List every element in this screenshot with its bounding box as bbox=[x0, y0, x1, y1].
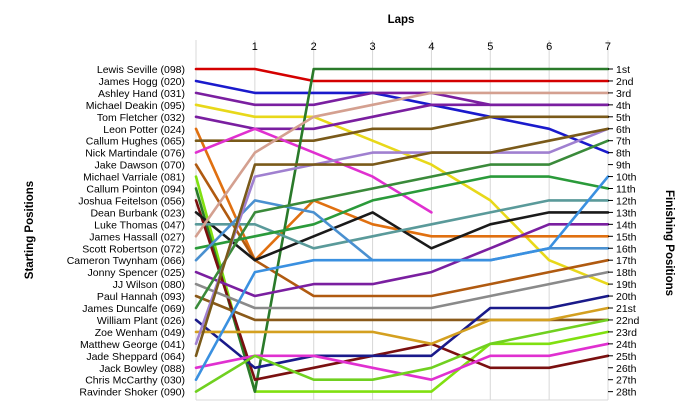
start-label: Michael Varriale (081) bbox=[83, 172, 185, 184]
start-label: Jack Bowley (088) bbox=[99, 363, 185, 375]
start-label: Ravinder Shoker (090) bbox=[79, 387, 185, 399]
finish-label: 26th bbox=[616, 363, 637, 375]
start-label: Paul Hannah (093) bbox=[97, 291, 185, 303]
finish-label: 28th bbox=[616, 387, 637, 399]
finish-label: 25th bbox=[616, 351, 637, 363]
series-line bbox=[194, 306, 610, 346]
finish-label: 27th bbox=[616, 375, 637, 387]
finish-label: 22nd bbox=[616, 315, 640, 327]
series-line bbox=[194, 103, 610, 131]
finish-label: 11th bbox=[616, 184, 636, 196]
start-label: Dean Burbank (023) bbox=[90, 207, 185, 219]
finish-label: 5th bbox=[616, 112, 631, 124]
finish-label: 12th bbox=[616, 195, 637, 207]
series-line bbox=[194, 139, 610, 310]
start-label: Cameron Twynham (066) bbox=[67, 255, 185, 267]
finish-label: 1st bbox=[616, 64, 630, 76]
start-labels: Lewis Seville (098)James Hogg (020)Ashle… bbox=[67, 64, 185, 399]
start-label: James Hassall (027) bbox=[89, 231, 185, 243]
finish-label: 2nd bbox=[616, 76, 634, 88]
finish-label: 20th bbox=[616, 291, 637, 303]
start-label: James Duncalfe (069) bbox=[82, 303, 185, 315]
finish-label: 14th bbox=[616, 219, 637, 231]
lap-tick-label: 5 bbox=[487, 41, 493, 53]
finish-label: 4th bbox=[616, 100, 631, 112]
finish-label: 15th bbox=[616, 231, 637, 243]
start-label: Jake Dawson (070) bbox=[95, 160, 185, 172]
finish-label: 9th bbox=[616, 160, 631, 172]
start-label: Nick Martindale (076) bbox=[85, 148, 185, 160]
finish-label: 18th bbox=[616, 267, 637, 279]
start-label: JJ Wilson (080) bbox=[113, 279, 185, 291]
series-line bbox=[194, 199, 610, 382]
lap-tick-label: 3 bbox=[370, 41, 376, 53]
start-label: Jade Sheppard (064) bbox=[86, 351, 185, 363]
start-label: Zoe Wenham (049) bbox=[95, 327, 185, 339]
finish-label: 13th bbox=[616, 207, 637, 219]
start-label: Leon Potter (024) bbox=[103, 124, 185, 136]
finish-label: 23rd bbox=[616, 327, 637, 339]
series-line bbox=[194, 127, 610, 358]
start-label: Callum Pointon (094) bbox=[86, 184, 185, 196]
y-axis-title-right: Finishing Positions bbox=[663, 190, 675, 296]
lap-tick-label: 1 bbox=[252, 41, 258, 53]
start-label: William Plant (026) bbox=[97, 315, 185, 327]
y-axis-title-left: Starting Positions bbox=[24, 181, 36, 279]
series-line bbox=[194, 127, 610, 346]
lap-tick-label: 2 bbox=[311, 41, 317, 53]
series-line bbox=[194, 270, 610, 310]
series-line bbox=[194, 175, 610, 393]
lap-tick-label: 4 bbox=[428, 41, 434, 53]
x-axis-title: Laps bbox=[388, 14, 415, 26]
series-line bbox=[194, 175, 610, 250]
lap-tick-label: 6 bbox=[546, 41, 552, 53]
series-line bbox=[194, 67, 610, 83]
lap-ticks: 1 2 3 4 5 6 7 bbox=[252, 41, 611, 53]
finish-label: 24th bbox=[616, 339, 637, 351]
start-label: Lewis Seville (098) bbox=[97, 64, 185, 76]
start-label: Luke Thomas (047) bbox=[94, 219, 185, 231]
series-line bbox=[194, 175, 610, 382]
start-label: Matthew George (041) bbox=[80, 339, 185, 351]
start-label: Scott Robertson (072) bbox=[82, 243, 185, 255]
driver-lines bbox=[194, 67, 610, 393]
grid bbox=[195, 40, 609, 401]
series-line bbox=[194, 294, 610, 370]
finish-label: 10th bbox=[616, 172, 637, 184]
series-line bbox=[194, 127, 433, 214]
series-line bbox=[194, 318, 610, 393]
finish-labels: 1st2nd3rd4th5th6th7th8th9th10th11th12th1… bbox=[607, 64, 640, 399]
finish-label: 3rd bbox=[616, 88, 631, 100]
finish-label: 7th bbox=[616, 136, 631, 148]
start-label: James Hogg (020) bbox=[99, 76, 185, 88]
lap-tick-label: 7 bbox=[605, 41, 611, 53]
finish-label: 21st bbox=[616, 303, 636, 315]
start-label: Ashley Hand (031) bbox=[98, 88, 185, 100]
finish-label: 17th bbox=[616, 255, 637, 267]
finish-label: 16th bbox=[616, 243, 637, 255]
start-label: Joshua Feitelson (056) bbox=[78, 195, 185, 207]
series-line bbox=[194, 223, 610, 298]
start-label: Callum Hughes (065) bbox=[86, 136, 185, 148]
finish-label: 8th bbox=[616, 148, 631, 160]
finish-label: 19th bbox=[616, 279, 637, 291]
start-label: Chris McCarthy (030) bbox=[85, 375, 185, 387]
start-label: Jonny Spencer (025) bbox=[88, 267, 185, 279]
series-line bbox=[194, 199, 610, 250]
series-line bbox=[194, 91, 610, 238]
series-line bbox=[194, 163, 610, 298]
start-label: Michael Deakin (095) bbox=[86, 100, 185, 112]
finish-label: 6th bbox=[616, 124, 631, 136]
series-line bbox=[194, 115, 610, 142]
start-label: Tom Fletcher (032) bbox=[97, 112, 185, 124]
series-line bbox=[194, 67, 610, 393]
